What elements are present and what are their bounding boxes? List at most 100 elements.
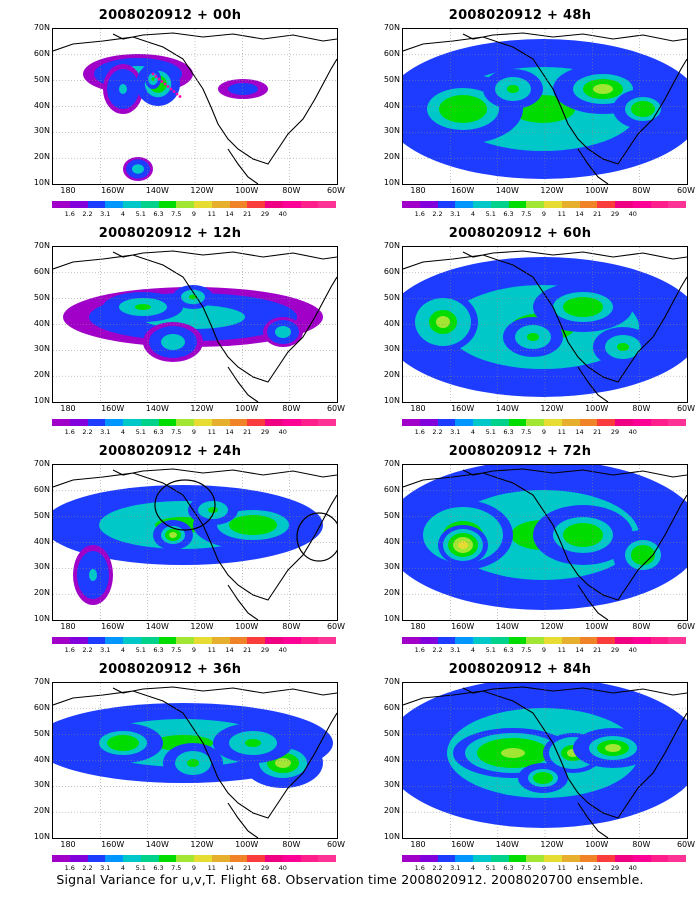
colorbar: [52, 637, 336, 644]
colorbar-label: 4: [470, 864, 476, 872]
colorbar-label: 4: [470, 210, 476, 218]
colorbar-label: 40: [278, 210, 287, 218]
colorbar-swatch: [318, 201, 336, 208]
highlight-circle: [296, 512, 337, 562]
variance-contour: [538, 775, 548, 781]
variance-contour: [89, 569, 97, 581]
longitude-label: 140W: [495, 404, 519, 413]
colorbar: [402, 201, 686, 208]
latitude-label: 60N: [383, 702, 400, 712]
latitude-label: 70N: [383, 459, 400, 468]
coastline: [403, 468, 687, 620]
longitude-label: 180: [410, 186, 426, 195]
colorbar-swatch: [544, 637, 562, 644]
longitude-label: 180: [410, 622, 426, 631]
colorbar-label: 7.5: [521, 428, 532, 436]
colorbar-swatch: [597, 201, 615, 208]
latitude-label: 60N: [383, 266, 400, 276]
colorbar-swatch: [282, 637, 301, 644]
variance-contour: [275, 758, 291, 768]
colorbar-swatch: [158, 637, 177, 644]
colorbar-swatch: [508, 637, 527, 644]
colorbar-label: 9: [191, 646, 197, 654]
longitude-label: 180: [60, 622, 76, 631]
colorbar-swatch: [419, 419, 438, 426]
colorbar-label: 6.3: [153, 428, 164, 436]
highlight-circle: [154, 479, 216, 531]
latitude-label: 60N: [33, 702, 50, 712]
variance-contour: [169, 532, 177, 538]
colorbar-label: 1.6: [64, 210, 75, 218]
colorbar-label: 9: [541, 210, 547, 218]
variance-contour: [501, 748, 525, 758]
longitude-label: 160W: [101, 186, 125, 195]
colorbar-swatch: [265, 637, 283, 644]
colorbar-label: 7.5: [171, 864, 182, 872]
longitude-label: 80W: [282, 840, 301, 849]
colorbar-swatch: [140, 201, 159, 208]
colorbar-swatch: [419, 637, 438, 644]
variance-contour: [436, 316, 450, 328]
colorbar-swatch: [158, 855, 177, 862]
colorbar-swatch: [437, 419, 456, 426]
variance-contour: [238, 87, 248, 91]
colorbar-swatch: [526, 637, 544, 644]
colorbar-label: 1.6: [414, 646, 425, 654]
colorbar-label: 14: [575, 864, 584, 872]
colorbar-swatch: [123, 419, 141, 426]
latitude-label: 60N: [33, 48, 50, 58]
variance-contour: [617, 343, 629, 351]
colorbar-label: 29: [610, 210, 620, 218]
colorbar-swatch: [265, 201, 283, 208]
latitude-label: 20N: [33, 806, 50, 816]
colorbar-swatch: [69, 855, 88, 862]
colorbar-swatch: [87, 419, 106, 426]
colorbar-label: 11: [207, 646, 216, 654]
colorbar-label: 3.1: [100, 646, 111, 654]
latitude-label: 10N: [33, 832, 50, 841]
colorbar-swatch: [437, 637, 456, 644]
colorbar-label: 29: [260, 646, 270, 654]
colorbar: [402, 637, 686, 644]
longitude-label: 100W: [235, 622, 259, 631]
variance-contour: [119, 84, 127, 94]
map-area: [52, 246, 338, 403]
colorbar-swatch: [597, 419, 615, 426]
colorbar-swatch: [455, 637, 473, 644]
colorbar-label: 2.2: [82, 428, 93, 436]
colorbar-swatch: [544, 201, 562, 208]
colorbar-label: 4: [120, 646, 126, 654]
colorbar-label: 29: [610, 646, 620, 654]
colorbar-swatch: [69, 419, 88, 426]
colorbar-swatch: [473, 201, 491, 208]
latitude-label: 20N: [383, 370, 400, 380]
colorbar-swatch: [455, 855, 473, 862]
colorbar-swatch: [300, 201, 319, 208]
colorbar-label: 21: [593, 646, 602, 654]
longitude-label: 60W: [326, 186, 346, 195]
colorbar-label: 29: [260, 864, 270, 872]
colorbar-label: 11: [207, 864, 216, 872]
colorbar-label: 21: [243, 428, 252, 436]
colorbar-swatch: [579, 419, 598, 426]
latitude-label: 10N: [383, 832, 400, 841]
flight-track-point: [163, 82, 167, 86]
colorbar-label: 2.2: [82, 864, 93, 872]
colorbar-swatch: [282, 855, 301, 862]
colorbar-swatch: [247, 637, 265, 644]
colorbar-swatch: [508, 855, 527, 862]
colorbar-label: 3.1: [450, 864, 461, 872]
colorbar-label: 7.5: [171, 428, 182, 436]
longitude-label: 140W: [145, 622, 169, 631]
colorbar-label: 7.5: [171, 646, 182, 654]
colorbar-swatch: [52, 419, 70, 426]
map-area: [52, 28, 338, 185]
latitude-label: 70N: [33, 677, 50, 686]
latitude-label: 20N: [383, 806, 400, 816]
colorbar-label: 9: [541, 864, 547, 872]
colorbar-label: 1.6: [64, 646, 75, 654]
variance-contour: [279, 329, 287, 335]
colorbar-swatch: [211, 637, 230, 644]
variance-contour: [637, 550, 649, 560]
colorbar-label: 1.6: [414, 428, 425, 436]
